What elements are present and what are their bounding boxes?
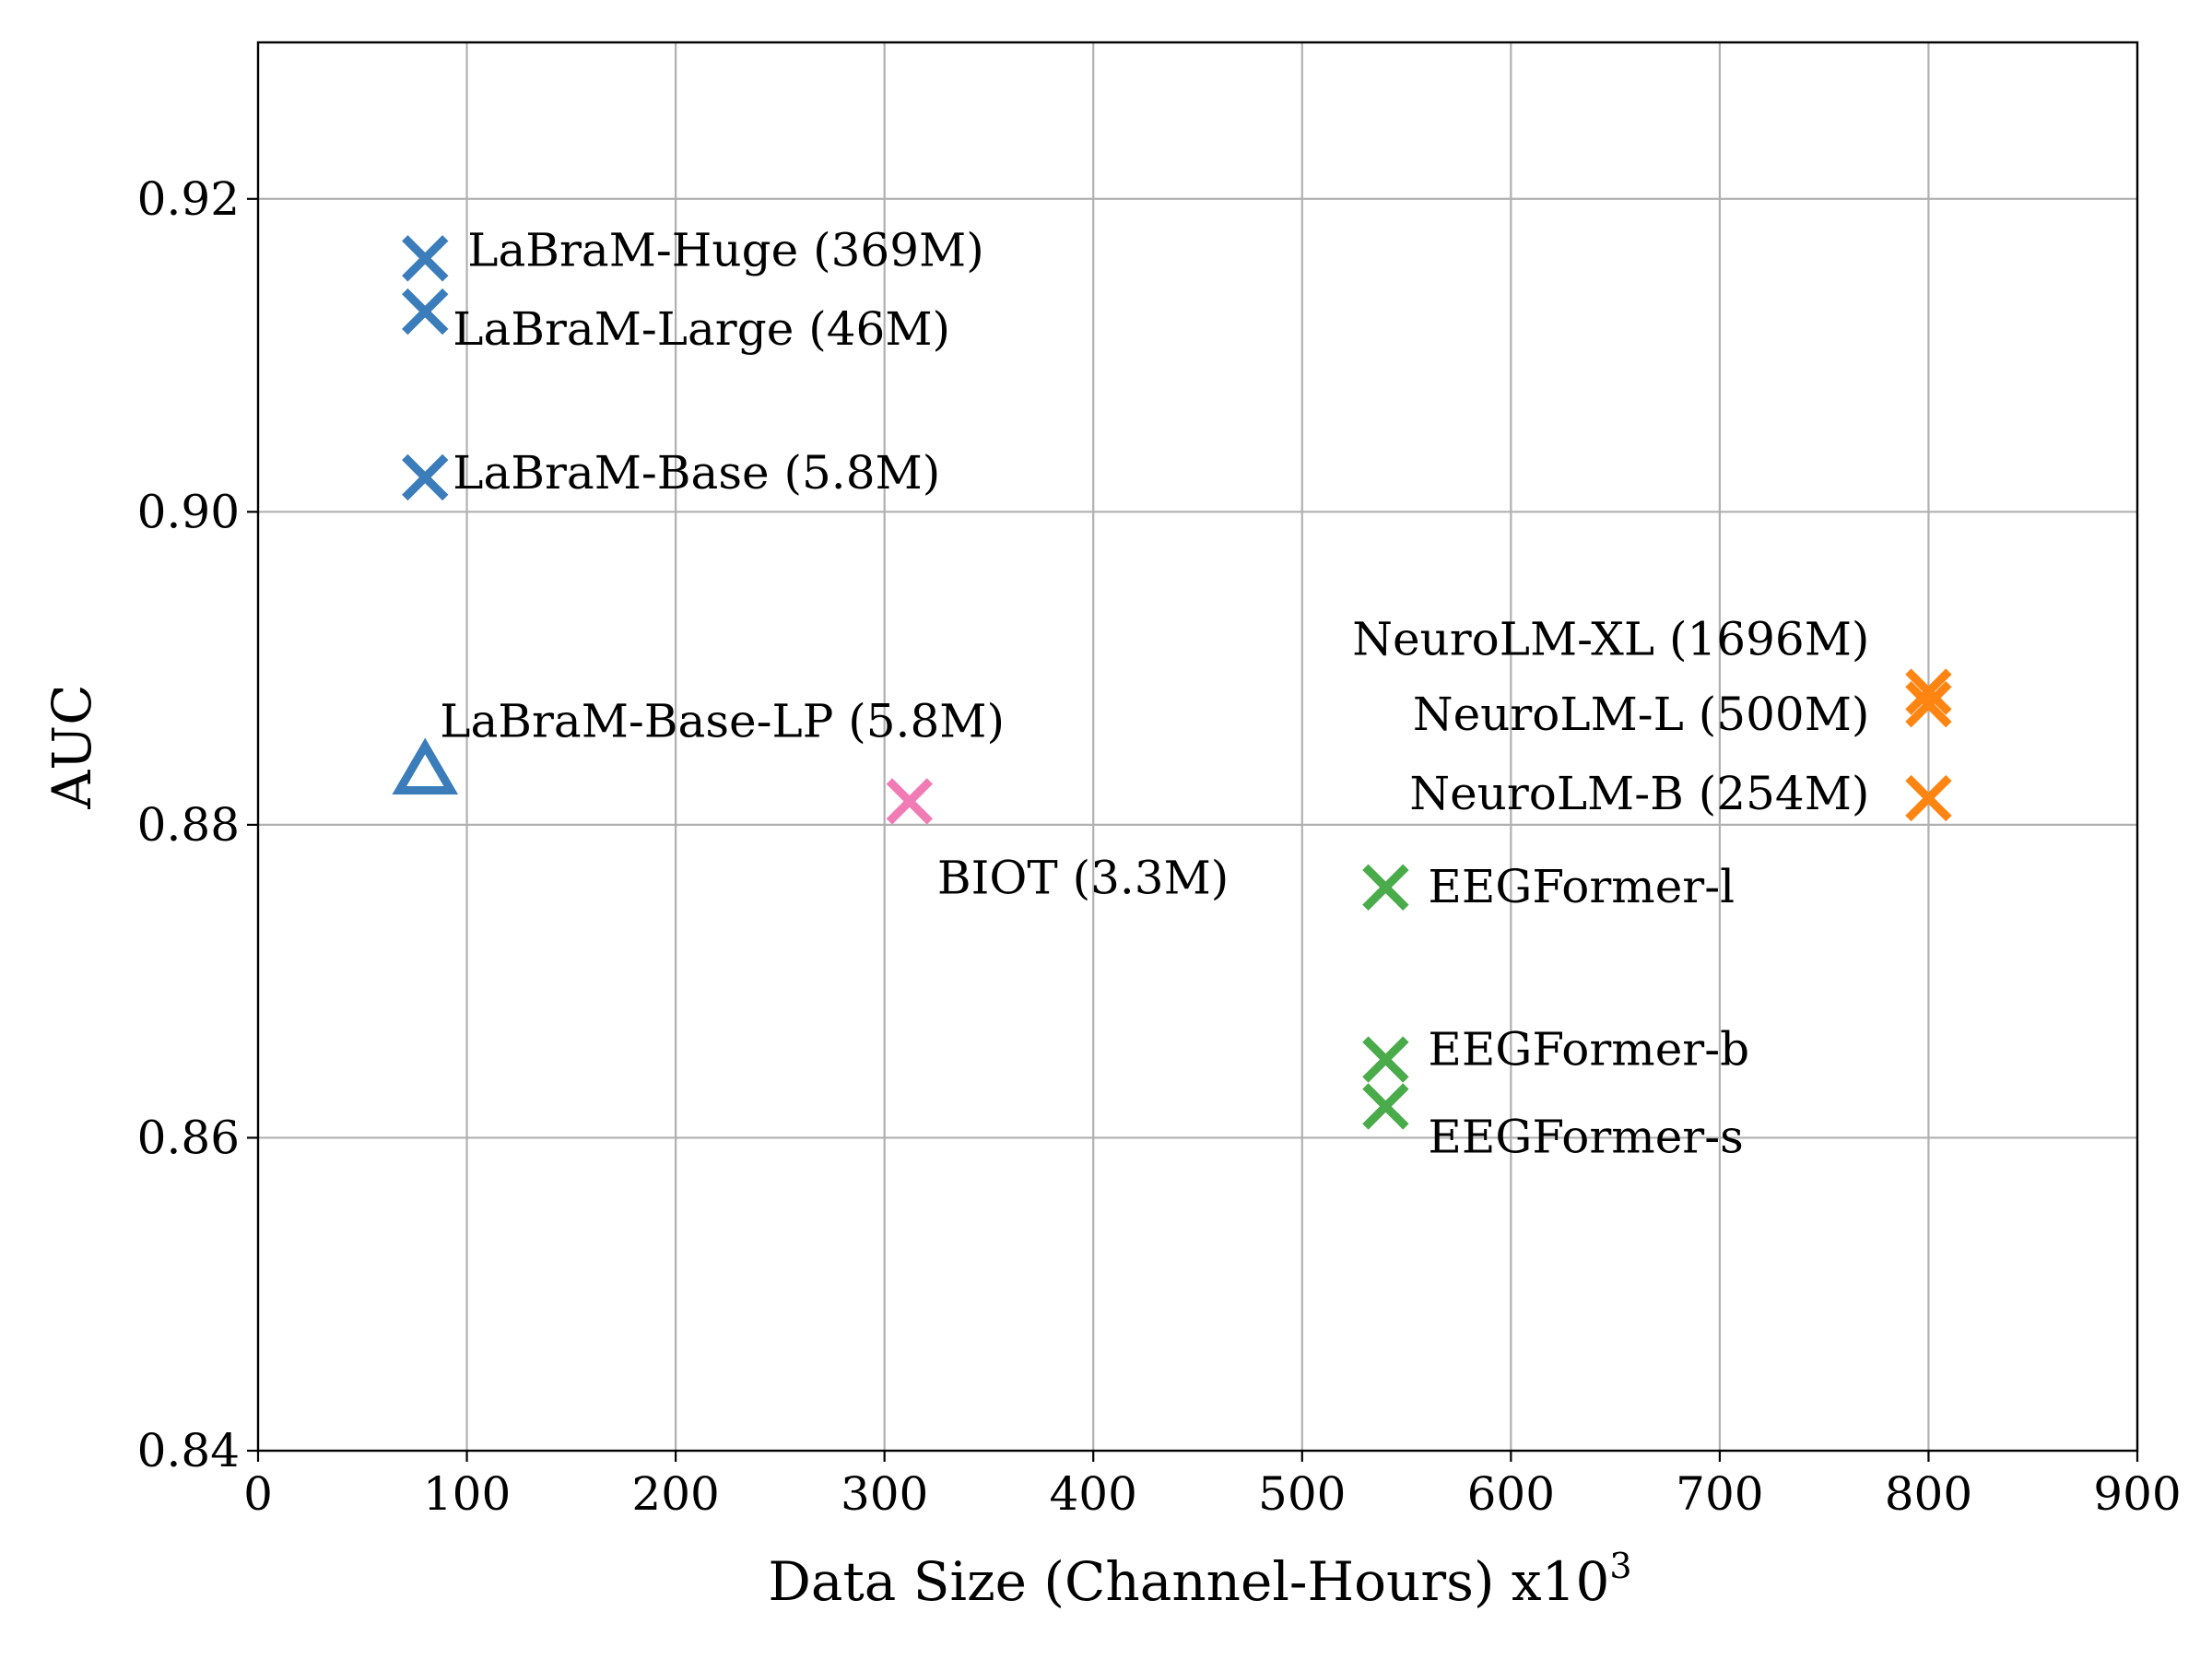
y-axis-title: AUC: [41, 684, 103, 809]
label-biot: BIOT (3.3M): [937, 851, 1229, 904]
marker-x-eegformer-s: [1362, 1083, 1409, 1130]
marker-x-neurolm-l: [1905, 680, 1952, 728]
marker-x-eegformer-b: [1362, 1036, 1409, 1083]
marker-x-labram-base: [402, 453, 449, 501]
x-tick-label: 900: [2093, 1467, 2181, 1521]
label-eegformer-s: EEGFormer-s: [1428, 1110, 1743, 1163]
y-tick-label: 0.90: [137, 485, 240, 538]
point-labels: LaBraM-Huge (369M) LaBraM-Large (46M) LaBr…: [440, 223, 1869, 1163]
x-tick-label: 100: [423, 1467, 511, 1521]
label-labram-huge: LaBraM-Huge (369M): [467, 223, 983, 276]
x-axis-title-superscript: 3: [1609, 1546, 1631, 1586]
marker-x-neurolm-b: [1905, 774, 1952, 822]
y-tick-label: 0.92: [137, 172, 240, 226]
label-eegformer-l: EEGFormer-l: [1428, 860, 1735, 913]
data-points: [392, 235, 1952, 1130]
marker-x-eegformer-l: [1362, 864, 1409, 911]
x-tick-label: 500: [1258, 1467, 1346, 1521]
plot-area-frame: [256, 41, 2139, 1453]
x-tick-label: 200: [631, 1467, 719, 1521]
axis-ticks: 0 100 200 300 400 500 600 700 800 900 0.84 0.86 0.88…: [137, 172, 2182, 1521]
label-labram-base-lp: LaBraM-Base-LP (5.8M): [440, 694, 1005, 747]
x-tick-label: 700: [1676, 1467, 1763, 1521]
y-tick-label: 0.84: [137, 1424, 240, 1477]
x-tick-label: 400: [1050, 1467, 1137, 1521]
marker-x-labram-large: [402, 288, 449, 335]
label-neurolm-xl: NeuroLM-XL (1696M): [1352, 613, 1869, 666]
label-labram-large: LaBraM-Large (46M): [453, 302, 950, 356]
label-neurolm-b: NeuroLM-B (254M): [1409, 767, 1869, 820]
marker-triangle-labram-base-lp: [392, 737, 459, 794]
x-tick-label: 300: [841, 1467, 928, 1521]
x-tick-label: 0: [243, 1467, 273, 1521]
label-eegformer-b: EEGFormer-b: [1428, 1023, 1749, 1077]
label-neurolm-l: NeuroLM-L (500M): [1413, 688, 1870, 741]
marker-x-neurolm-xl: [1905, 668, 1952, 715]
y-tick-label: 0.88: [137, 798, 240, 852]
y-tick-label: 0.86: [137, 1111, 240, 1164]
x-tick-label: 600: [1467, 1467, 1555, 1521]
x-tick-label: 800: [1885, 1467, 1972, 1521]
x-axis-title-main: Data Size (Channel-Hours) x10: [768, 1550, 1609, 1613]
grid: [258, 42, 2137, 1451]
marker-x-biot: [886, 778, 934, 825]
marker-x-labram-huge: [402, 235, 449, 282]
x-axis-title: Data Size (Channel-Hours) x103: [768, 1546, 1631, 1613]
label-labram-base: LaBraM-Base (5.8M): [453, 446, 940, 500]
